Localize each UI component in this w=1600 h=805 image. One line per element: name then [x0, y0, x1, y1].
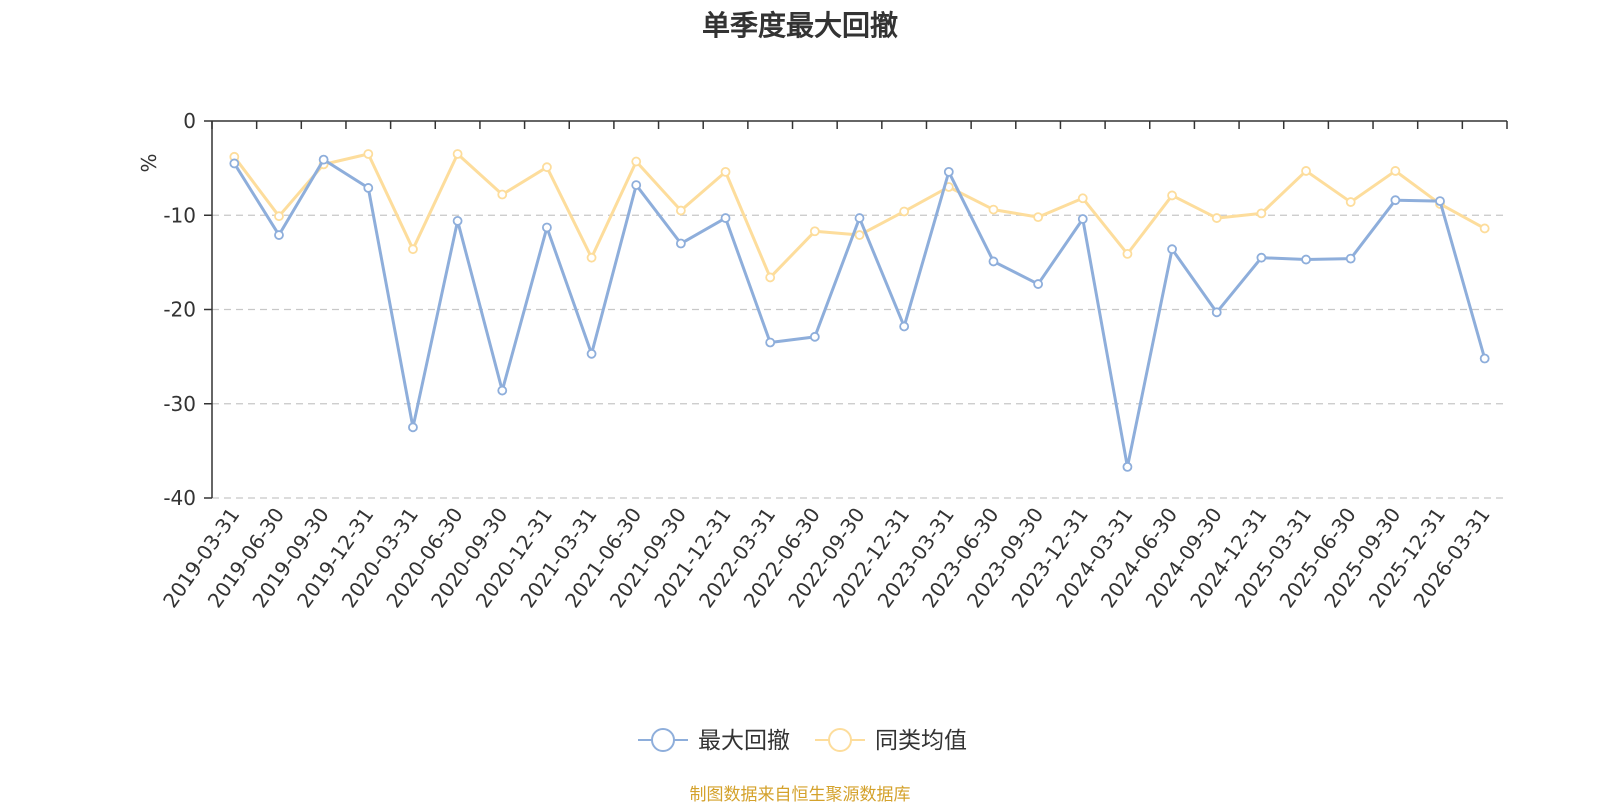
data-point	[1301, 254, 1311, 265]
data-point	[1301, 166, 1311, 176]
legend-label: 同类均值	[875, 728, 967, 754]
series-line-1	[233, 158, 1487, 469]
legend-item-2[interactable]: 同类均值	[815, 728, 967, 754]
data-point	[943, 166, 954, 177]
data-point	[542, 222, 552, 233]
data-point	[899, 206, 910, 217]
chart-title: 单季度最大回撤	[701, 9, 898, 42]
grid-layer	[212, 214, 1507, 499]
data-point	[497, 189, 508, 200]
data-point	[1167, 190, 1177, 201]
data-point	[1033, 279, 1044, 289]
y-tick-label: -40	[163, 486, 196, 510]
data-point	[765, 272, 776, 283]
data-point	[675, 238, 686, 249]
data-point	[631, 156, 642, 167]
legend-item-1[interactable]: 最大回撤	[638, 728, 790, 754]
data-point	[1167, 244, 1177, 255]
y-tick-label: -10	[163, 203, 196, 227]
source-note: 制图数据来自恒生聚源数据库	[689, 785, 911, 805]
data-point	[1390, 166, 1401, 176]
data-point	[586, 348, 597, 359]
data-point	[1122, 461, 1133, 472]
legend[interactable]: 最大回撤 同类均值	[638, 728, 967, 754]
legend-marker-icon	[651, 728, 675, 752]
data-point	[1033, 212, 1044, 223]
data-point	[809, 226, 820, 237]
data-point	[542, 162, 552, 173]
data-point	[1345, 253, 1356, 264]
data-point	[274, 211, 284, 222]
data-point	[765, 337, 776, 348]
data-point	[1435, 196, 1445, 207]
data-point	[1211, 213, 1222, 223]
data-point	[988, 256, 999, 267]
data-point	[229, 158, 240, 169]
data-point	[408, 244, 418, 255]
data-point	[497, 385, 508, 396]
legend-marker-icon	[828, 728, 852, 752]
data-point	[586, 252, 597, 263]
series-layer	[229, 149, 1490, 472]
data-point	[274, 230, 284, 240]
data-point	[452, 216, 463, 226]
data-point	[854, 230, 865, 240]
data-point	[1345, 197, 1356, 207]
data-point	[318, 154, 329, 165]
data-point	[408, 422, 418, 433]
y-tick-label: -20	[163, 298, 196, 322]
data-point	[1256, 208, 1267, 219]
data-point	[1077, 214, 1088, 224]
y-axis-unit-label: %	[137, 153, 161, 172]
data-point	[854, 213, 865, 223]
data-point	[631, 180, 642, 190]
data-point	[1211, 307, 1222, 318]
data-point	[1122, 248, 1133, 259]
y-tick-label: -30	[163, 392, 196, 416]
data-point	[1077, 193, 1088, 204]
data-point	[1479, 353, 1490, 364]
data-point	[675, 205, 686, 216]
data-point	[1390, 195, 1401, 206]
data-point	[1256, 252, 1267, 263]
data-point	[720, 213, 731, 223]
data-point	[720, 166, 731, 177]
data-point	[363, 183, 374, 193]
data-point	[809, 331, 820, 342]
data-point	[899, 321, 910, 332]
data-point	[1479, 223, 1490, 234]
data-point	[363, 149, 374, 159]
data-point	[988, 204, 999, 215]
legend-label: 最大回撤	[698, 728, 790, 754]
y-tick-label: 0	[183, 109, 196, 133]
data-point	[452, 149, 463, 159]
